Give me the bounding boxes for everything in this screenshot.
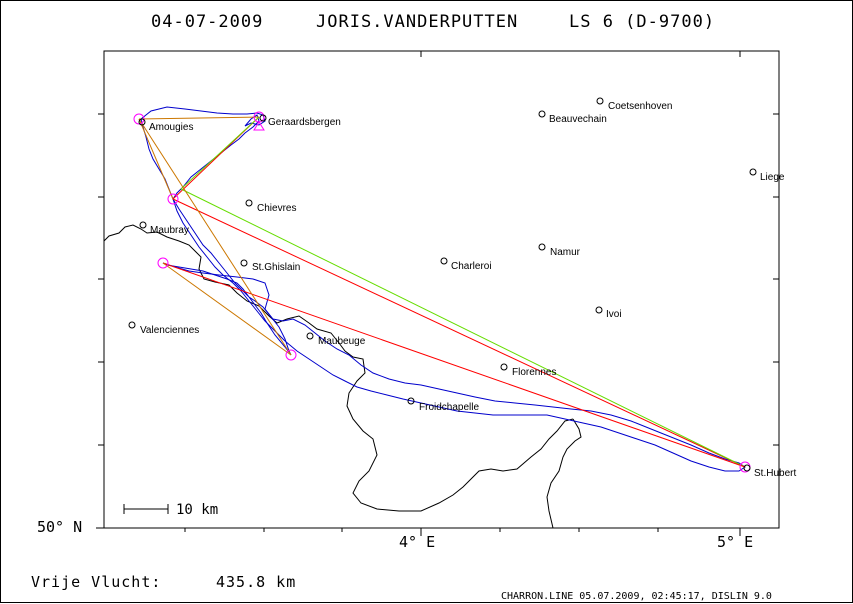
turnpoint-maubeuge-area — [285, 349, 297, 361]
lon-label-4e: 4° E — [399, 533, 435, 551]
turnpoint-chievres-area — [167, 193, 179, 205]
place-st-ghislain: St.Ghislain — [252, 262, 300, 273]
lat-label: 50° N — [37, 518, 82, 536]
turnpoints — [133, 111, 751, 473]
turnpoint-amougies — [133, 113, 145, 125]
place-valenciennes: Valenciennes — [140, 325, 199, 336]
scale-bar — [123, 504, 169, 514]
flight-track — [140, 106, 746, 472]
place-coetsenhoven: Coetsenhoven — [608, 101, 673, 112]
place-liege: Liege — [760, 172, 785, 183]
pilot-name: JORIS.VANDERPUTTEN — [316, 12, 518, 32]
place-chievres: Chievres — [257, 203, 296, 214]
place-froidchapelle: Froidchapelle — [419, 402, 479, 413]
place-beauvechain: Beauvechain — [549, 114, 607, 125]
place-charleroi: Charleroi — [451, 261, 492, 272]
place-ivoi: Ivoi — [606, 309, 622, 320]
place-maubray: Maubray — [150, 225, 189, 236]
footer-credit: CHARRON.LINE 05.07.2009, 02:45:17, DISLI… — [501, 591, 772, 602]
country-borders — [103, 224, 582, 529]
flight-date: 04-07-2009 — [151, 12, 263, 32]
frame-ticks — [96, 51, 779, 536]
route-lines — [138, 116, 746, 468]
place-geraardsbergen: Geraardsbergen — [268, 117, 341, 128]
scale-label: 10 km — [176, 502, 218, 518]
place-namur: Namur — [550, 247, 581, 258]
distance-label: Vrije Vlucht: — [31, 573, 161, 591]
place-florennes: Florennes — [512, 367, 556, 378]
turnpoint-west — [157, 257, 169, 269]
place-maubeuge: Maubeuge — [318, 336, 366, 347]
map-frame — [103, 50, 780, 529]
place-st-hubert: St.Hubert — [754, 468, 796, 479]
start-triangle — [253, 121, 265, 131]
town-markers — [128, 97, 757, 472]
lon-label-5e: 5° E — [717, 533, 753, 551]
place-amougies: Amougies — [149, 122, 193, 133]
distance-value: 435.8 km — [216, 573, 296, 591]
glider-type: LS 6 (D-9700) — [569, 12, 715, 32]
